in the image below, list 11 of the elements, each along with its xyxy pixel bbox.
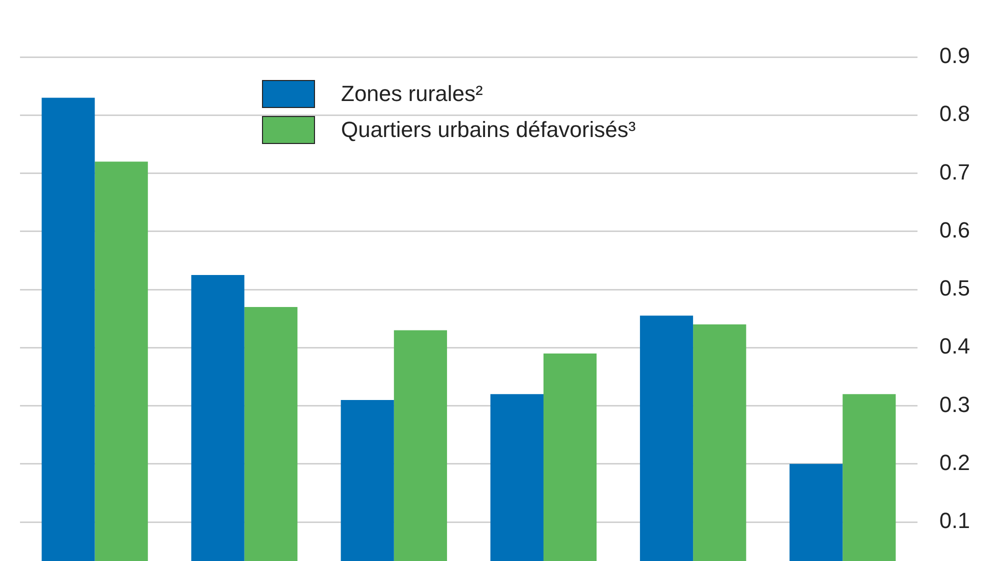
y-tick-label: 0.1 bbox=[939, 508, 970, 534]
y-tick-label: 0.3 bbox=[939, 392, 970, 417]
y-tick-label: 0.8 bbox=[939, 101, 970, 126]
legend-label: Zones rurales² bbox=[341, 81, 483, 107]
y-tick-label: 0.6 bbox=[939, 217, 970, 242]
y-tick-label: 0.7 bbox=[939, 159, 970, 184]
y-tick-label: 0.5 bbox=[939, 276, 970, 301]
y-tick-label: 0.4 bbox=[939, 334, 970, 359]
legend-label: Quartiers urbains défavorisés³ bbox=[341, 117, 636, 143]
y-tick-label: 0.2 bbox=[939, 450, 970, 475]
y-tick-label: 0.9 bbox=[939, 43, 970, 68]
